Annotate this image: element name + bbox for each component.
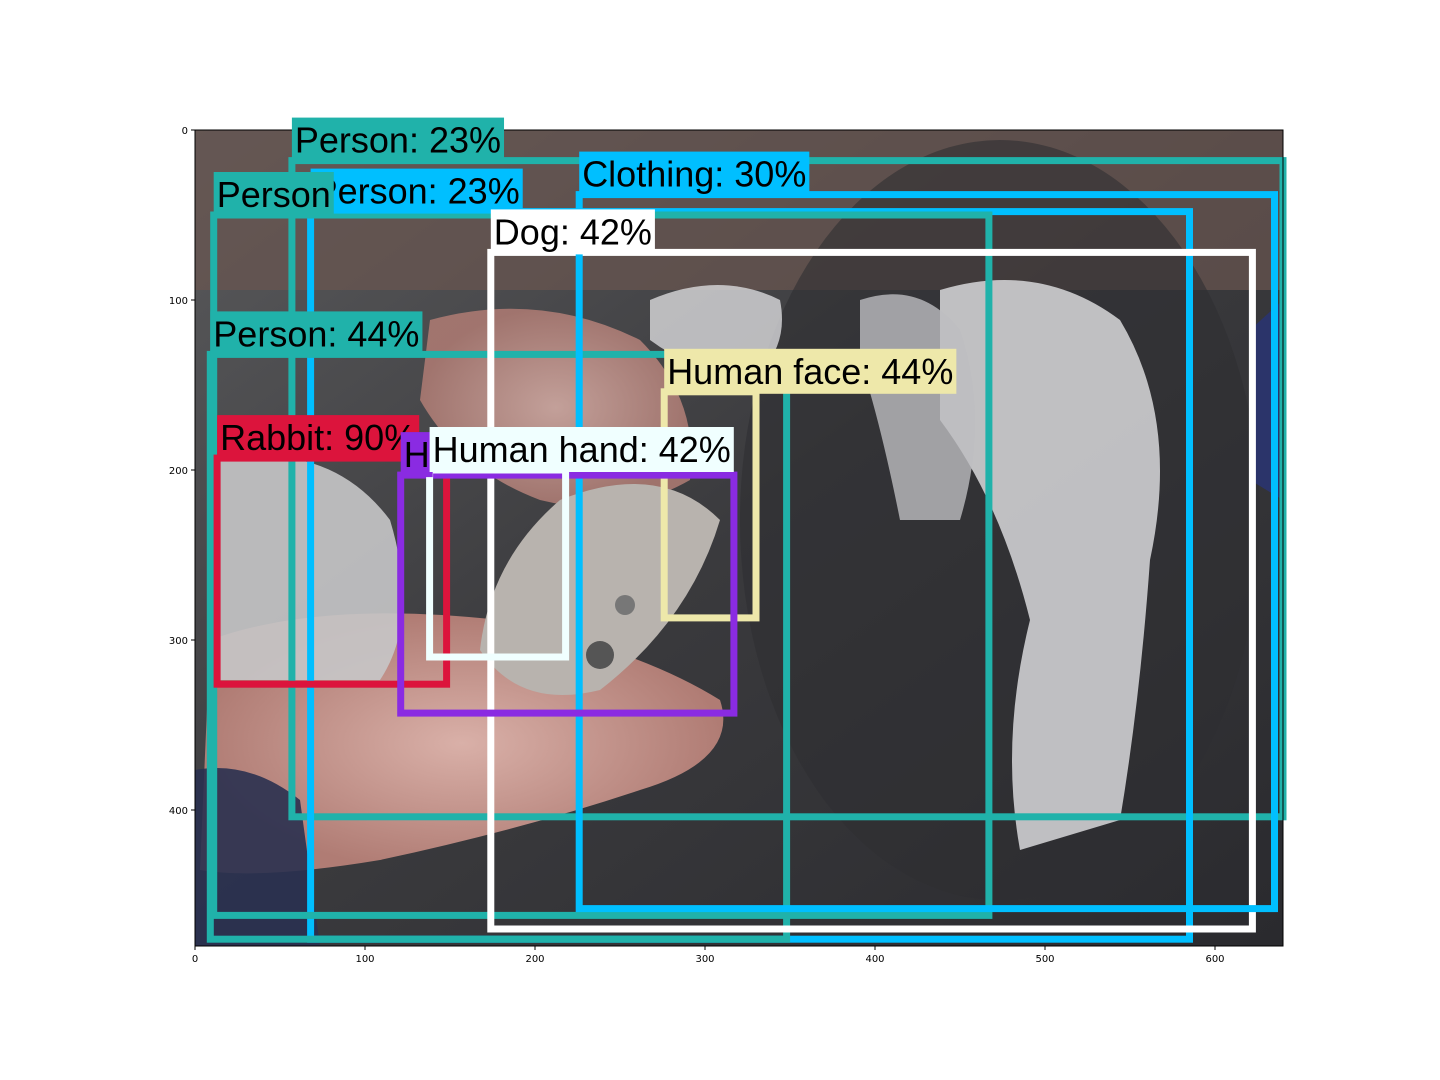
x-tick-label: 600 — [1205, 954, 1224, 965]
x-tick-label: 0 — [192, 954, 198, 965]
detection-label-background — [310, 168, 523, 214]
y-tick-label: 200 — [169, 466, 188, 477]
y-tick-label: 100 — [169, 296, 188, 307]
detection-label-text: Person: 23% — [314, 171, 520, 212]
y-tick-label: 400 — [169, 806, 188, 817]
detection-label-text: Person: 44% — [213, 313, 419, 354]
x-tick-label: 500 — [1035, 954, 1054, 965]
y-tick-label: 300 — [169, 636, 188, 647]
detection-label-text: H — [404, 434, 430, 475]
detection-label: Person: 23% — [291, 117, 505, 163]
detection-label-background — [217, 415, 420, 461]
detection-label-text: Dog: 42% — [494, 211, 652, 252]
photo-area — [195, 130, 1283, 946]
x-tick-label: 300 — [695, 954, 714, 965]
detection-label-text: Human face: 44% — [667, 351, 953, 392]
detection-label: Person: 44% — [210, 311, 423, 357]
detection-box — [575, 191, 1278, 913]
y-tick-label: 0 — [182, 126, 188, 137]
axes-frame — [194, 129, 1284, 947]
detection-label-text: Human hand: 42% — [433, 429, 731, 470]
detection-label-text: Person — [217, 174, 331, 215]
x-tick-label: 100 — [355, 954, 374, 965]
detection-label-background — [213, 172, 334, 217]
detection-label-background — [490, 209, 655, 255]
detection-label: H — [400, 432, 433, 478]
detection-label: Rabbit: 90% — [217, 415, 420, 461]
detection-label: Person: 23% — [310, 168, 523, 214]
detection-label-background — [291, 117, 505, 163]
detection-label-background — [664, 348, 957, 394]
detection-label-background — [579, 151, 810, 197]
detection-label-text: Rabbit: 90% — [220, 417, 416, 458]
detection-label: Human hand: 42% — [429, 427, 734, 472]
detection-label-text: Clothing: 30% — [582, 154, 806, 195]
detection-label-background — [400, 432, 433, 478]
axis-ticks: 0 100 200 300 400 500 600 0 100 200 300 400 — [169, 126, 1225, 965]
detection-label-text: Person: 23% — [295, 120, 501, 161]
detection-label-background — [210, 311, 423, 357]
detection-labels: Person: 23% Person: 23% Person: 44% Person D… — [210, 117, 957, 478]
detection-label: Human face: 44% — [664, 348, 957, 394]
x-tick-label: 400 — [865, 954, 884, 965]
detection-label: Person — [213, 172, 334, 217]
detection-label-background — [429, 427, 734, 472]
detection-label: Dog: 42% — [490, 209, 655, 255]
detection-box — [487, 248, 1256, 933]
x-tick-label: 200 — [525, 954, 544, 965]
detection-label: Clothing: 30% — [579, 151, 810, 197]
